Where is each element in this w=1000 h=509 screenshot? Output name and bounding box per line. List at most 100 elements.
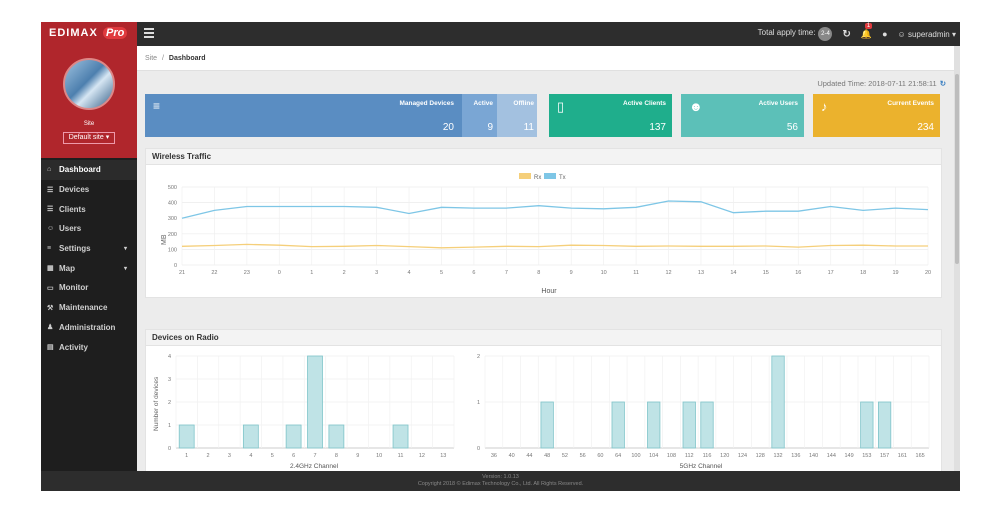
y-tick-label: 2 [168, 400, 171, 406]
top-right-controls: Total apply time: 2-4 ↻ 🔔 1 ● ☺ superadmi… [758, 22, 956, 46]
x-tick-label: 48 [544, 453, 550, 459]
x-tick-label: 40 [509, 453, 515, 459]
x-tick-label: 161 [898, 453, 907, 459]
x-tick-label: 144 [827, 453, 836, 459]
x-tick-label: 16 [795, 270, 801, 276]
footer-version: Version: 1.0.13 [482, 474, 519, 480]
users-icon: ☺ [47, 225, 55, 233]
sidebar-item-label: Monitor [59, 283, 89, 293]
y-tick-label: 400 [168, 201, 177, 207]
y-axis-label: MB [161, 234, 168, 245]
x-tick-label: 1 [185, 453, 188, 459]
y-tick-label: 3 [168, 377, 171, 383]
breadcrumb-site[interactable]: Site [145, 55, 158, 62]
tablet-icon: ▯ [557, 99, 565, 114]
tile-managed-devices[interactable]: ≡ Managed Devices 20 [145, 94, 462, 137]
apply-badge[interactable]: 2-4 [818, 27, 833, 41]
settings-icon: ≡ [47, 245, 52, 253]
sidebar-item-label: Map [59, 263, 75, 273]
chevron-down-icon: ▾ [123, 246, 127, 253]
bar [328, 424, 345, 449]
x-tick-label: 12 [665, 270, 671, 276]
x-tick-label: 13 [698, 270, 704, 276]
x-tick-label: 116 [703, 453, 712, 459]
app-window: EDIMAX Pro Total apply time: 2-4 ↻ 🔔 1 ● … [41, 22, 960, 491]
tile-current-events[interactable]: ♪ Current Events 234 [813, 94, 940, 137]
x-axis-ticks: 21 22 23 0 1 2 3 4 5 6 7 8 9 10 11 12 13 14 15 16 17 18 19 20 [179, 270, 931, 276]
bar [540, 401, 554, 449]
tile-label: Managed Devices [399, 100, 454, 107]
refresh-icon[interactable]: ↻ [939, 79, 946, 88]
globe-icon[interactable]: ● [882, 29, 888, 39]
panel-title: Wireless Traffic [146, 149, 941, 165]
breadcrumb-separator: / [162, 55, 164, 62]
sidebar-item-map[interactable]: ▦ Map ▾ [41, 258, 137, 278]
x-tick-label: 120 [720, 453, 729, 459]
x-tick-label: 14 [730, 270, 736, 276]
x-tick-label: 21 [179, 270, 185, 276]
logo[interactable]: EDIMAX Pro [41, 22, 137, 46]
tile-label: Active Users [758, 100, 798, 107]
apply-label: Total apply time: [757, 28, 816, 37]
user-menu[interactable]: ☺ superadmin ▾ [898, 30, 956, 39]
sidebar-item-activity[interactable]: ▤ Activity [41, 337, 137, 357]
wifi-icon: ≡ [153, 99, 161, 113]
sidebar-item-dashboard[interactable]: ⌂ Dashboard [41, 160, 137, 180]
x-tick-label: 149 [844, 453, 853, 459]
sidebar-item-devices[interactable]: ☰ Devices [41, 180, 137, 200]
sidebar-item-label: Devices [59, 185, 90, 195]
sidebar-item-users[interactable]: ☺ Users [41, 219, 137, 239]
panel-title: Devices on Radio [146, 330, 941, 346]
x-tick-label: 9 [356, 453, 359, 459]
y-tick-label: 0 [168, 446, 171, 452]
sidebar-item-settings[interactable]: ≡ Settings ▾ [41, 239, 137, 259]
tile-active-users[interactable]: ☻ Active Users 56 [681, 94, 804, 137]
x-axis-label-5ghz: 5GHz Channel [680, 463, 723, 470]
x-tick-label: 60 [597, 453, 603, 459]
y-tick-label: 2 [477, 354, 480, 360]
x-tick-label: 5 [440, 270, 443, 276]
tile-value: 20 [442, 122, 454, 133]
scrollbar[interactable] [954, 46, 960, 471]
sidebar-item-monitor[interactable]: ▭ Monitor [41, 278, 137, 298]
x-tick-label: 36 [491, 453, 497, 459]
x-tick-label: 0 [278, 270, 281, 276]
x-tick-label: 7 [505, 270, 508, 276]
devices-icon: ☰ [47, 186, 54, 194]
x-tick-label: 4 [408, 270, 411, 276]
refresh-icon[interactable]: ↻ [842, 28, 851, 40]
x-tick-label: 52 [562, 453, 568, 459]
x-tick-label: 1 [310, 270, 313, 276]
legend-swatch-rx [519, 173, 531, 179]
admin-icon: ♟ [47, 324, 54, 332]
menu-toggle-icon[interactable] [144, 28, 154, 38]
bar [877, 401, 892, 449]
sidebar-item-clients[interactable]: ☰ Clients [41, 199, 137, 219]
tile-active-devices[interactable]: Active 9 [462, 94, 497, 137]
bar [178, 424, 195, 449]
tile-value: 234 [917, 122, 934, 133]
sidebar-item-maintenance[interactable]: ⚒ Maintenance [41, 298, 137, 318]
apply-time: Total apply time: 2-4 [758, 27, 833, 41]
legend-label-rx: Rx [534, 175, 541, 181]
bar [700, 401, 714, 449]
sidebar-item-administration[interactable]: ♟ Administration [41, 318, 137, 338]
username: superadmin [907, 29, 950, 39]
wrench-icon: ⚒ [47, 304, 54, 312]
x-tick-label: 44 [526, 453, 532, 459]
chart-grid-5ghz [484, 355, 930, 449]
tile-offline-devices[interactable]: Offline 11 [497, 94, 537, 137]
site-select[interactable]: Default site ▾ [63, 132, 115, 144]
x-tick-label: 124 [738, 453, 747, 459]
x-tick-label: 8 [537, 270, 540, 276]
wireless-traffic-panel: Wireless Traffic Rx Tx 0 100 200 300 400 500 … [145, 148, 942, 298]
y-axis-ticks-5ghz: 0 1 2 [477, 354, 480, 452]
map-icon: ▦ [47, 265, 54, 273]
y-tick-label: 1 [168, 423, 171, 429]
notifications[interactable]: 🔔 1 [861, 22, 873, 40]
x-tick-label: 140 [809, 453, 818, 459]
scrollbar-thumb[interactable] [955, 74, 959, 264]
x-axis-ticks-5ghz: 36 40 44 48 52 56 60 64 100 104 108 112 116 120 124 128… [491, 453, 925, 459]
tile-active-clients[interactable]: ▯ Active Clients 137 [549, 94, 672, 137]
